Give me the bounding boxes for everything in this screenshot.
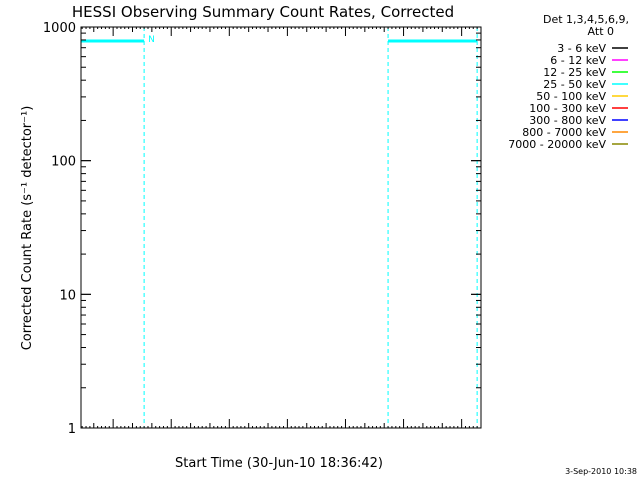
legend-label-1: 6 - 12 keV: [550, 54, 606, 67]
y-tick-label: 1000: [43, 21, 76, 36]
x-axis-label: Start Time (30-Jun-10 18:36:42): [175, 456, 383, 471]
marker-label-0: N: [148, 35, 155, 45]
legend-label-3: 25 - 50 keV: [543, 78, 606, 91]
y-axis: 1 10 100 1000: [43, 21, 481, 437]
y-tick-label: 100: [51, 155, 76, 170]
y-axis-label: Corrected Count Rate (s⁻¹ detector⁻¹): [20, 106, 35, 351]
legend-label-0: 3 - 6 keV: [557, 42, 606, 55]
y-tick-label: 1: [68, 422, 76, 437]
timestamp: 3-Sep-2010 10:38: [565, 467, 637, 476]
plot-frame: [80, 26, 482, 429]
chart-title: HESSI Observing Summary Count Rates, Cor…: [72, 3, 454, 21]
overlay-layer: N: [81, 27, 478, 428]
legend-label-2: 12 - 25 keV: [543, 66, 606, 79]
x-axis: 18:4519:0019:1519:3019:4520:0020:15: [81, 27, 482, 428]
legend-label-8: 7000 - 20000 keV: [508, 138, 606, 151]
plot-area: N: [81, 27, 478, 428]
legend-label-7: 800 - 7000 keV: [522, 126, 606, 139]
legend-label-6: 300 - 800 keV: [529, 114, 606, 127]
legend-label-5: 100 - 300 keV: [529, 102, 606, 115]
legend-header-line-2: Att 0: [588, 25, 614, 38]
legend-header-line-1: Det 1,3,4,5,6,9,: [543, 13, 629, 26]
legend-label-4: 50 - 100 keV: [536, 90, 606, 103]
y-tick-label: 10: [59, 288, 76, 303]
